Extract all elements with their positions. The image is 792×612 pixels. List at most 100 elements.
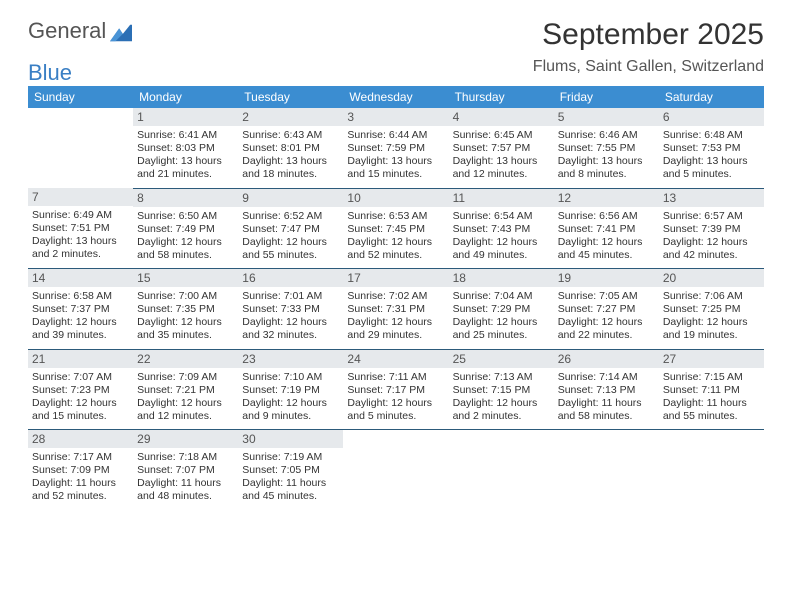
sunset-line: Sunset: 7:29 PM xyxy=(453,303,550,316)
month-title: September 2025 xyxy=(542,18,764,52)
sunset-line: Sunset: 7:09 PM xyxy=(32,464,129,477)
sunset-line: Sunset: 7:15 PM xyxy=(453,384,550,397)
daylight1-line: Daylight: 13 hours xyxy=(663,155,760,168)
sunset-line: Sunset: 7:05 PM xyxy=(242,464,339,477)
calendar-cell xyxy=(343,430,448,510)
daylight2-line: and 21 minutes. xyxy=(137,168,234,181)
daylight1-line: Daylight: 12 hours xyxy=(32,397,129,410)
daylight1-line: Daylight: 11 hours xyxy=(242,477,339,490)
logo-word2: Blue xyxy=(28,60,72,86)
daylight1-line: Daylight: 12 hours xyxy=(347,316,444,329)
calendar-table: SundayMondayTuesdayWednesdayThursdayFrid… xyxy=(28,86,764,510)
day-number: 23 xyxy=(238,350,343,368)
daylight1-line: Daylight: 12 hours xyxy=(453,236,550,249)
daylight1-line: Daylight: 12 hours xyxy=(242,397,339,410)
day-number: 3 xyxy=(343,108,448,126)
weekday-header: Friday xyxy=(554,86,659,108)
sunrise-line: Sunrise: 7:11 AM xyxy=(347,371,444,384)
day-number: 30 xyxy=(238,430,343,448)
sunrise-line: Sunrise: 7:15 AM xyxy=(663,371,760,384)
calendar-cell: 18 Sunrise: 7:04 AMSunset: 7:29 PMDayligh… xyxy=(449,269,554,350)
calendar-cell xyxy=(659,430,764,510)
day-details: Sunrise: 7:19 AMSunset: 7:05 PMDaylight:… xyxy=(242,451,339,504)
sunrise-line: Sunrise: 7:10 AM xyxy=(242,371,339,384)
day-details: Sunrise: 7:05 AMSunset: 7:27 PMDaylight:… xyxy=(558,290,655,343)
day-number: 2 xyxy=(238,108,343,126)
sunset-line: Sunset: 7:19 PM xyxy=(242,384,339,397)
daylight2-line: and 8 minutes. xyxy=(558,168,655,181)
sunrise-line: Sunrise: 7:09 AM xyxy=(137,371,234,384)
sunset-line: Sunset: 7:49 PM xyxy=(137,223,234,236)
sunrise-line: Sunrise: 7:18 AM xyxy=(137,451,234,464)
daylight1-line: Daylight: 13 hours xyxy=(558,155,655,168)
calendar-cell: 21Sunrise: 7:07 AMSunset: 7:23 PMDayligh… xyxy=(28,349,133,430)
sunset-line: Sunset: 7:33 PM xyxy=(242,303,339,316)
daylight1-line: Daylight: 12 hours xyxy=(32,316,129,329)
calendar-cell: 16Sunrise: 7:01 AMSunset: 7:33 PMDayligh… xyxy=(238,269,343,350)
day-number: 21 xyxy=(28,350,133,368)
daylight2-line: and 45 minutes. xyxy=(558,249,655,262)
daylight2-line: and 55 minutes. xyxy=(242,249,339,262)
calendar-cell: 7Sunrise: 6:49 AMSunset: 7:51 PMDaylight… xyxy=(28,188,133,269)
sunrise-line: Sunrise: 6:45 AM xyxy=(453,129,550,142)
day-details: Sunrise: 7:04 AMSunset: 7:29 PMDaylight:… xyxy=(453,290,550,343)
sunrise-line: Sunrise: 6:58 AM xyxy=(32,290,129,303)
calendar-cell: 11Sunrise: 6:54 AMSunset: 7:43 PMDayligh… xyxy=(449,188,554,269)
sunrise-line: Sunrise: 7:00 AM xyxy=(137,290,234,303)
sunset-line: Sunset: 7:57 PM xyxy=(453,142,550,155)
daylight2-line: and 5 minutes. xyxy=(347,410,444,423)
sunrise-line: Sunrise: 6:56 AM xyxy=(558,210,655,223)
day-number: 16 xyxy=(238,269,343,287)
sunrise-line: Sunrise: 6:48 AM xyxy=(663,129,760,142)
daylight2-line: and 22 minutes. xyxy=(558,329,655,342)
day-number: 17 xyxy=(343,269,448,287)
weekday-header: Sunday xyxy=(28,86,133,108)
calendar-cell xyxy=(449,430,554,510)
sunrise-line: Sunrise: 7:13 AM xyxy=(453,371,550,384)
sunrise-line: Sunrise: 7:19 AM xyxy=(242,451,339,464)
day-number: 19 xyxy=(554,269,659,287)
day-number: 20 xyxy=(659,269,764,287)
calendar-cell: 1Sunrise: 6:41 AMSunset: 8:03 PMDaylight… xyxy=(133,108,238,188)
daylight1-line: Daylight: 12 hours xyxy=(137,397,234,410)
day-details: Sunrise: 7:02 AMSunset: 7:31 PMDaylight:… xyxy=(347,290,444,343)
calendar-cell: 25Sunrise: 7:13 AMSunset: 7:15 PMDayligh… xyxy=(449,349,554,430)
day-details: Sunrise: 6:45 AMSunset: 7:57 PMDaylight:… xyxy=(453,129,550,182)
sunrise-line: Sunrise: 7:14 AM xyxy=(558,371,655,384)
calendar-cell: 20 Sunrise: 7:06 AMSunset: 7:25 PMDayligh… xyxy=(659,269,764,350)
calendar-cell: 27Sunrise: 7:15 AMSunset: 7:11 PMDayligh… xyxy=(659,349,764,430)
daylight2-line: and 18 minutes. xyxy=(242,168,339,181)
sunrise-line: Sunrise: 6:44 AM xyxy=(347,129,444,142)
calendar-cell: 2 Sunrise: 6:43 AMSunset: 8:01 PMDaylight… xyxy=(238,108,343,188)
logo-mark-icon xyxy=(110,22,132,40)
sunset-line: Sunset: 7:39 PM xyxy=(663,223,760,236)
daylight2-line: and 52 minutes. xyxy=(347,249,444,262)
sunrise-line: Sunrise: 6:57 AM xyxy=(663,210,760,223)
daylight2-line: and 9 minutes. xyxy=(242,410,339,423)
day-number: 8 xyxy=(133,189,238,207)
day-details: Sunrise: 6:43 AMSunset: 8:01 PMDaylight:… xyxy=(242,129,339,182)
day-details: Sunrise: 7:06 AMSunset: 7:25 PMDaylight:… xyxy=(663,290,760,343)
day-number: 18 xyxy=(449,269,554,287)
sunrise-line: Sunrise: 7:07 AM xyxy=(32,371,129,384)
sunset-line: Sunset: 7:17 PM xyxy=(347,384,444,397)
sunset-line: Sunset: 7:55 PM xyxy=(558,142,655,155)
daylight1-line: Daylight: 13 hours xyxy=(32,235,129,248)
sunrise-line: Sunrise: 6:41 AM xyxy=(137,129,234,142)
weekday-header: Wednesday xyxy=(343,86,448,108)
daylight1-line: Daylight: 12 hours xyxy=(242,316,339,329)
day-number: 9 xyxy=(238,189,343,207)
day-details: Sunrise: 6:56 AMSunset: 7:41 PMDaylight:… xyxy=(558,210,655,263)
daylight1-line: Daylight: 13 hours xyxy=(242,155,339,168)
sunrise-line: Sunrise: 7:04 AM xyxy=(453,290,550,303)
day-details: Sunrise: 7:17 AMSunset: 7:09 PMDaylight:… xyxy=(32,451,129,504)
weekday-header: Monday xyxy=(133,86,238,108)
daylight2-line: and 48 minutes. xyxy=(137,490,234,503)
day-number: 14 xyxy=(28,269,133,287)
calendar-cell: 6Sunrise: 6:48 AMSunset: 7:53 PMDaylight… xyxy=(659,108,764,188)
calendar-cell: 3Sunrise: 6:44 AMSunset: 7:59 PMDaylight… xyxy=(343,108,448,188)
sunset-line: Sunset: 7:53 PM xyxy=(663,142,760,155)
calendar-cell: 15Sunrise: 7:00 AMSunset: 7:35 PMDayligh… xyxy=(133,269,238,350)
day-details: Sunrise: 6:57 AMSunset: 7:39 PMDaylight:… xyxy=(663,210,760,263)
daylight2-line: and 58 minutes. xyxy=(558,410,655,423)
